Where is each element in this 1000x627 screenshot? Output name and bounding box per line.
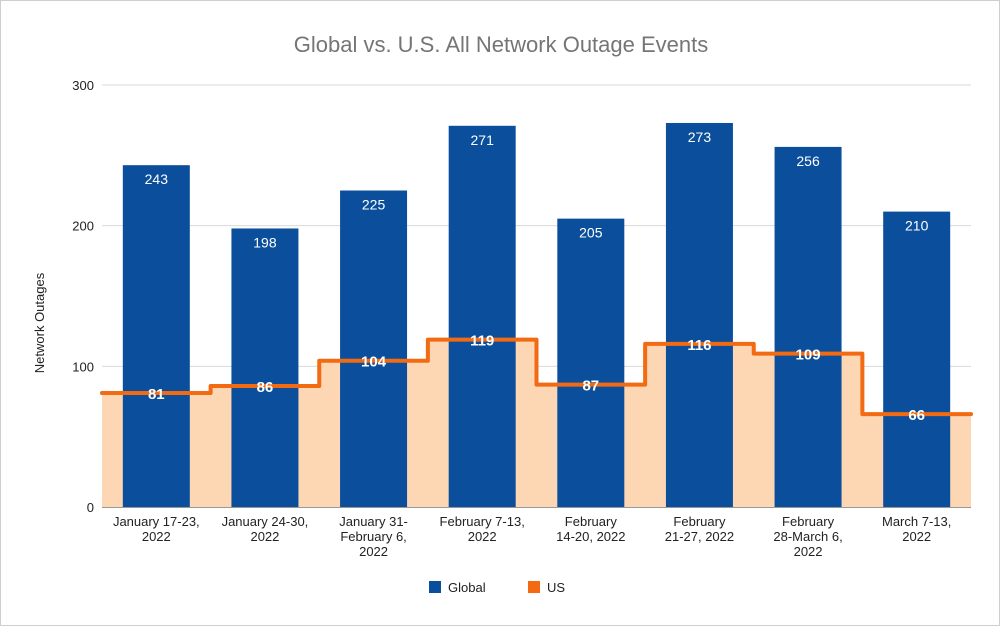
x-tick-label-line: February 6, (340, 529, 406, 544)
x-tick-label: February 28-March 6, 2022 (773, 514, 842, 559)
bar-global (231, 228, 299, 508)
x-tick-label: February 14-20, 2022 (556, 514, 625, 544)
bar-data-label: 198 (253, 234, 277, 250)
bar-global (774, 146, 842, 508)
y-tick-label: 0 (87, 500, 94, 515)
y-tick-label: 200 (72, 219, 94, 234)
x-tick-label-line: 2022 (250, 529, 279, 544)
x-tick-label-line: 2022 (468, 529, 497, 544)
bar-global (448, 125, 516, 507)
legend-label-us: US (547, 580, 565, 595)
x-tick-label: January 31-February 6, 2022 (339, 514, 408, 559)
bar-data-label: 271 (471, 132, 495, 148)
y-axis-ticks: 0 100 200 300 (72, 78, 94, 515)
us-data-label: 66 (908, 407, 925, 424)
bar-data-label: 225 (362, 197, 386, 213)
x-tick-label-line: 2022 (902, 529, 931, 544)
x-tick-label: February 21-27, 2022 (665, 514, 734, 544)
x-tick-label-line: January 31- (339, 514, 408, 529)
legend-label-global: Global (448, 580, 486, 595)
x-tick-label-line: February (782, 514, 835, 529)
y-axis-label: Network Outages (32, 272, 47, 373)
x-tick-label-line: 28-March 6, (773, 529, 842, 544)
x-tick-label: January 24-30, 2022 (222, 514, 309, 544)
bar-global (665, 122, 733, 507)
us-data-label: 87 (582, 378, 599, 395)
x-tick-label-line: January 24-30, (222, 514, 309, 529)
data-labels-layer: 243 198 225 271 205 273 256 210 81 86 104 119 87 116 1… (145, 129, 929, 424)
bar-data-label: 205 (579, 225, 603, 241)
x-tick-label: January 17-23, 2022 (113, 514, 200, 544)
legend-swatch-us (528, 581, 540, 593)
bar-global (122, 165, 190, 507)
us-data-label: 119 (470, 333, 494, 350)
us-step-line (100, 337, 973, 417)
chart-title: Global vs. U.S. All Network Outage Event… (294, 32, 709, 57)
bar-global (557, 218, 625, 507)
bar-global (883, 211, 951, 507)
us-data-label: 81 (148, 386, 165, 403)
y-tick-label: 100 (72, 359, 94, 374)
bar-data-label: 243 (145, 171, 169, 187)
x-tick-label-line: January 17-23, (113, 514, 200, 529)
us-line-layer (100, 337, 973, 417)
legend: Global US (429, 580, 565, 595)
x-tick-label-line: March 7-13, (882, 514, 951, 529)
global-bars-layer (122, 122, 951, 508)
x-tick-label-line: 2022 (794, 544, 823, 559)
bar-data-label: 210 (905, 218, 929, 234)
x-tick-label: February 7-13, 2022 (440, 514, 525, 544)
bar-data-label: 273 (688, 129, 712, 145)
bar-global (340, 190, 408, 507)
us-data-label: 86 (257, 379, 274, 396)
x-tick-label-line: February (565, 514, 618, 529)
x-tick-label: March 7-13, 2022 (882, 514, 951, 544)
us-data-label: 116 (687, 337, 711, 354)
x-tick-label-line: 2022 (359, 544, 388, 559)
legend-swatch-global (429, 581, 441, 593)
bar-data-label: 256 (796, 153, 820, 169)
us-data-label: 104 (361, 354, 387, 371)
x-tick-label-line: 21-27, 2022 (665, 529, 734, 544)
us-data-label: 109 (796, 347, 821, 364)
x-tick-label-line: 14-20, 2022 (556, 529, 625, 544)
x-tick-label-line: February (673, 514, 726, 529)
x-tick-label-line: 2022 (142, 529, 171, 544)
x-tick-label-line: February 7-13, (440, 514, 525, 529)
y-tick-label: 300 (72, 78, 94, 93)
